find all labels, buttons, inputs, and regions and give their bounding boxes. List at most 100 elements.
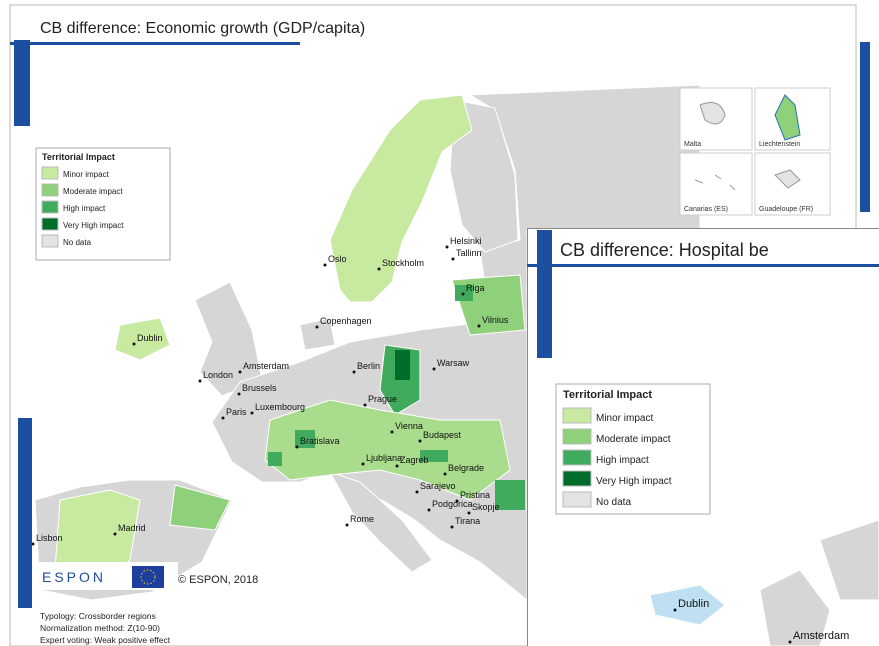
accent-bar — [14, 40, 30, 126]
map-title: CB difference: Economic growth (GDP/capi… — [40, 20, 365, 37]
region — [395, 350, 410, 380]
city-dot — [32, 543, 35, 546]
copyright: © ESPON, 2018 — [178, 574, 258, 586]
city-label: Dublin — [678, 598, 709, 610]
map-title: CB difference: Hospital be — [560, 240, 769, 260]
city-dot — [378, 268, 381, 271]
city-dot — [346, 524, 349, 527]
city-label: Stockholm — [382, 258, 424, 268]
city-dot — [444, 473, 447, 476]
region — [268, 452, 282, 466]
legend-swatch — [42, 218, 58, 230]
city-label: Skopje — [472, 502, 500, 512]
note: Expert voting: Weak positive effect — [40, 635, 171, 645]
accent-bar — [18, 418, 32, 608]
legend-swatch — [563, 450, 591, 465]
city-dot — [468, 512, 471, 515]
legend: Territorial Impact Minor impact Moderate … — [556, 384, 710, 514]
city-dot — [451, 526, 454, 529]
city-label: Tallinn — [456, 248, 482, 258]
city-dot — [391, 431, 394, 434]
inset-label: Guadeloupe (FR) — [759, 206, 813, 213]
city-label: Tirana — [455, 516, 480, 526]
city-dot — [222, 417, 225, 420]
city-dot — [452, 258, 455, 261]
legend-swatch — [42, 184, 58, 196]
city-dot — [456, 500, 459, 503]
city-dot — [433, 368, 436, 371]
legend-swatch — [42, 201, 58, 213]
city-dot — [324, 264, 327, 267]
city-label: Dublin — [137, 333, 163, 343]
city-label: Sarajevo — [420, 481, 456, 491]
map-2: CB difference: Hospital be Territorial I… — [527, 229, 879, 646]
eu-flag — [132, 566, 164, 588]
city-label: Madrid — [118, 523, 146, 533]
city-dot — [789, 641, 792, 644]
city-label: Paris — [226, 407, 247, 417]
legend-label: No data — [596, 497, 631, 508]
city-dot — [316, 326, 319, 329]
city-label: London — [203, 370, 233, 380]
city-dot — [416, 491, 419, 494]
city-label: Warsaw — [437, 358, 470, 368]
city-label: Budapest — [423, 430, 462, 440]
accent-bar — [537, 230, 552, 358]
city-label: Helsinki — [450, 236, 482, 246]
city-label: Zagreb — [400, 455, 429, 465]
city-dot — [364, 404, 367, 407]
legend-label: High impact — [63, 204, 106, 213]
inset-label: Liechtenstein — [759, 141, 800, 148]
page: { "map1": { "title": "CB difference: Eco… — [0, 0, 879, 646]
city-label: Brussels — [242, 383, 277, 393]
city-dot — [239, 371, 242, 374]
legend-label: Minor impact — [63, 170, 110, 179]
legend-label: Moderate impact — [63, 187, 123, 196]
legend-label: High impact — [596, 455, 649, 466]
city-dot — [428, 509, 431, 512]
city-label: Amsterdam — [793, 630, 849, 642]
city-label: Rome — [350, 514, 374, 524]
city-label: Prague — [368, 394, 397, 404]
note: Normalization method: Z(10-90) — [40, 623, 160, 633]
city-label: Ljubljana — [366, 453, 402, 463]
city-label: Riga — [466, 283, 485, 293]
city-dot — [199, 380, 202, 383]
legend-swatch — [42, 167, 58, 179]
note: Typology: Crossborder regions — [40, 611, 156, 621]
city-label: Belgrade — [448, 463, 484, 473]
city-dot — [478, 325, 481, 328]
city-dot — [251, 412, 254, 415]
city-label: Berlin — [357, 361, 380, 371]
city-dot — [133, 343, 136, 346]
city-dot — [296, 446, 299, 449]
legend-title: Territorial Impact — [42, 152, 115, 162]
city-dot — [462, 293, 465, 296]
legend-title: Territorial Impact — [563, 389, 652, 401]
city-label: Lisbon — [36, 533, 63, 543]
accent-line — [10, 42, 300, 45]
screenshot: CB difference: Economic growth (GDP/capi… — [0, 0, 879, 646]
city-dot — [362, 463, 365, 466]
city-label: Oslo — [328, 254, 347, 264]
city-label: Podgorica — [432, 499, 473, 509]
legend-swatch — [563, 429, 591, 444]
city-dot — [353, 371, 356, 374]
legend-label: Moderate impact — [596, 434, 671, 445]
legend-swatch — [563, 492, 591, 507]
city-dot — [114, 533, 117, 536]
inset-label: Malta — [684, 141, 701, 148]
accent-line — [527, 264, 879, 267]
legend-swatch — [563, 471, 591, 486]
city-label: Vienna — [395, 421, 423, 431]
legend-label: No data — [63, 238, 92, 247]
legend-swatch — [42, 235, 58, 247]
legend: Territorial Impact Minor impact Moderate … — [36, 148, 170, 260]
logo: ESPON — [42, 569, 106, 585]
legend-label: Minor impact — [596, 413, 653, 424]
city-dot — [396, 465, 399, 468]
accent-bar — [860, 42, 870, 212]
legend-label: Very High impact — [596, 476, 672, 487]
city-dot — [419, 440, 422, 443]
legend-label: Very High impact — [63, 221, 124, 230]
